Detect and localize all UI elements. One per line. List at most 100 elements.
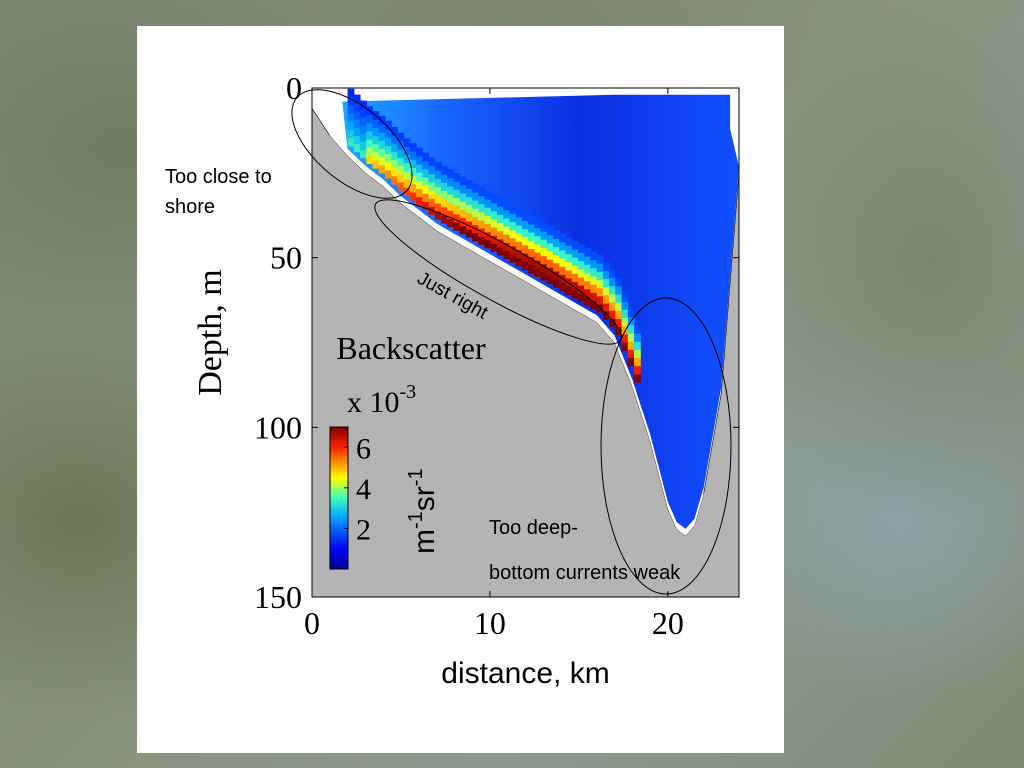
band-cell [627,324,635,334]
band-cell [490,210,498,220]
band-cell [578,260,585,270]
band-cell [602,278,610,288]
band-cell [447,193,454,203]
band-cell [447,202,454,211]
band-cell [472,183,479,193]
band-cell [565,261,573,271]
band-cell [534,268,542,277]
band-cell [378,124,386,133]
band-cell [347,88,355,98]
band-cell [540,255,548,265]
band-cell [596,287,604,297]
band-cell [459,225,467,235]
band-cell [397,157,405,166]
band-cell [515,233,523,242]
band-cell [403,154,411,164]
band-cell [378,164,386,174]
band-cell [453,213,461,223]
band-cell [546,267,554,276]
band-cell [391,126,398,136]
band-cell [397,173,405,183]
x-tick-label: 20 [652,605,684,641]
band-cell [428,165,436,175]
band-cell [484,215,492,224]
band-cell [384,137,392,146]
band-cell [353,119,361,128]
ellipse-too-deep [600,297,732,595]
band-cell [509,229,517,239]
plot-frame [311,87,740,598]
band-cell [447,210,454,219]
band-cell [391,159,398,169]
band-cell [391,151,398,161]
band-cell [397,149,405,158]
band-cell [584,280,591,290]
band-cell [515,216,523,226]
band-cell [546,234,554,244]
band-cell [378,132,386,141]
band-cell [465,180,473,189]
colorbar-scale: x 10-3 [347,381,416,419]
band-cell [596,263,604,272]
band-cell [441,165,448,175]
band-cell [553,230,560,239]
band-cell [609,277,616,287]
band-cell [353,102,361,112]
band-cell [584,264,591,273]
band-cell [521,261,529,270]
band-cell [397,181,405,191]
band-cell [565,253,573,263]
band-cell [490,218,498,228]
band-cell [459,209,467,218]
band-cell [447,177,454,187]
band-cell [422,176,430,186]
band-cell [528,215,535,225]
band-cell [615,310,623,319]
band-cell [609,269,616,278]
band-cell [441,206,448,216]
band-cell [360,133,367,142]
band-cell [521,228,529,238]
band-cell [559,241,567,251]
y-axis: 0 50 100 150 [254,70,739,615]
x-axis-label: distance, km [441,657,609,690]
band-cell [571,289,579,299]
band-cell [459,176,467,186]
band-cell [416,180,423,190]
band-cell [360,141,367,151]
band-cell [596,271,604,280]
band-cell [428,197,436,207]
band-cell [441,174,448,183]
band-cell [621,341,629,351]
band-cell [634,357,641,367]
band-cell [378,140,386,150]
band-cell [602,294,610,304]
band-cell [546,250,554,260]
band-cell [372,143,380,153]
band-cell [472,216,479,226]
band-cell [497,222,504,232]
band-cell [490,243,498,252]
band-cell [409,143,417,152]
band-cell [509,213,517,222]
band-cell [578,276,585,286]
band-cell [503,201,511,211]
band-cell [634,324,641,334]
band-cell [621,317,629,327]
band-cell [372,159,380,169]
band-cell [447,185,454,195]
band-cell [497,197,504,207]
band-cell [459,192,467,202]
band-cell [503,209,511,219]
band-cell [565,269,573,279]
band-cell [590,275,598,285]
band-cell [347,121,355,131]
band-cell [434,162,442,171]
colorbar-scale-base: x 10 [347,386,400,419]
band-cell [465,212,473,222]
band-cell [347,129,355,139]
backscatter-chart: 0 10 20 0 50 100 150 distance, km Depth, m Ba… [165,70,740,690]
annotation-too-close-line2: shore [165,196,215,218]
band-cell [559,249,567,259]
band-cell [478,187,486,197]
